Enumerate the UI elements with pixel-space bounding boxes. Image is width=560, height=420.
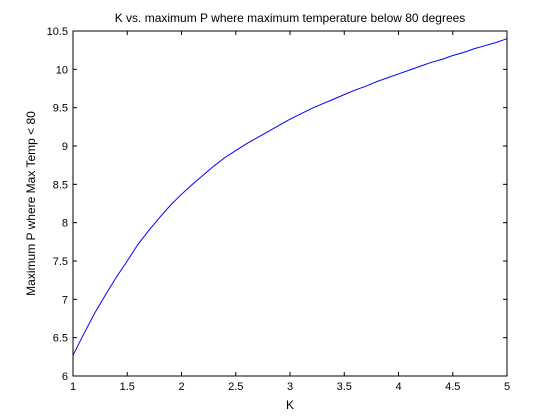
x-tick-label: 5 xyxy=(504,381,510,393)
plot-frame xyxy=(72,30,508,377)
chart-title: K vs. maximum P where maximum temperatur… xyxy=(115,11,466,25)
x-tick-label: 1 xyxy=(70,381,76,393)
x-axis-ticks: 1 1.5 2 2.5 3 3.5 4 4.5 5 xyxy=(70,31,510,393)
x-tick-label: 4 xyxy=(395,381,401,393)
plot-area xyxy=(73,31,507,376)
x-tick-label: 2 xyxy=(178,381,184,393)
series-line xyxy=(72,38,508,356)
y-tick-label: 10 xyxy=(56,64,68,76)
x-axis-label: K xyxy=(286,398,294,412)
y-tick-label: 9 xyxy=(62,141,68,153)
y-tick-label: 8.5 xyxy=(53,179,68,191)
y-tick-label: 6.5 xyxy=(53,333,68,345)
y-tick-label: 7 xyxy=(62,294,68,306)
y-axis-ticks: 6 6.5 7 7.5 8 8.5 9 9.5 10 10.5 xyxy=(47,26,507,383)
x-tick-label: 4.5 xyxy=(445,381,460,393)
y-tick-label: 8 xyxy=(62,218,68,230)
x-tick-label: 1.5 xyxy=(120,381,135,393)
y-tick-label: 10.5 xyxy=(47,26,68,38)
x-tick-label: 3.5 xyxy=(337,381,352,393)
y-tick-label: 9.5 xyxy=(53,103,68,115)
y-tick-label: 7.5 xyxy=(53,256,68,268)
y-axis-label: Maximum P where Max Temp < 80 xyxy=(24,111,38,296)
x-tick-label: 3 xyxy=(287,381,293,393)
x-tick-label: 2.5 xyxy=(228,381,243,393)
y-tick-label: 6 xyxy=(62,371,68,383)
